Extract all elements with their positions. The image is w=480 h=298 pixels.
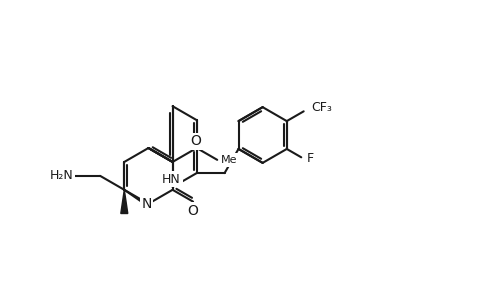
Text: O: O	[187, 204, 198, 218]
Text: F: F	[306, 152, 313, 165]
Text: CF₃: CF₃	[311, 101, 331, 114]
Text: N: N	[141, 197, 151, 211]
Text: Me: Me	[220, 155, 237, 165]
Text: O: O	[190, 134, 201, 148]
Text: H₂N: H₂N	[49, 169, 73, 182]
Polygon shape	[120, 190, 128, 213]
Text: HN: HN	[162, 173, 180, 186]
